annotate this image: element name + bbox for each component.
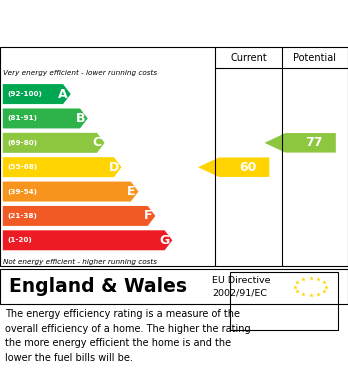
Text: E: E: [127, 185, 136, 198]
Text: C: C: [93, 136, 102, 149]
Text: (55-68): (55-68): [7, 164, 37, 170]
Polygon shape: [3, 230, 172, 250]
Polygon shape: [3, 206, 155, 226]
Text: EU Directive
2002/91/EC: EU Directive 2002/91/EC: [212, 276, 271, 297]
Polygon shape: [198, 158, 269, 177]
Text: (1-20): (1-20): [7, 237, 32, 243]
Text: 77: 77: [305, 136, 323, 149]
Text: (21-38): (21-38): [7, 213, 37, 219]
Text: D: D: [109, 161, 119, 174]
Text: (81-91): (81-91): [7, 115, 37, 122]
Text: (69-80): (69-80): [7, 140, 37, 146]
Text: Not energy efficient - higher running costs: Not energy efficient - higher running co…: [3, 258, 158, 265]
Text: The energy efficiency rating is a measure of the
overall efficiency of a home. T: The energy efficiency rating is a measur…: [5, 309, 251, 362]
Polygon shape: [3, 181, 139, 201]
Polygon shape: [3, 108, 88, 129]
Text: England & Wales: England & Wales: [9, 277, 187, 296]
Polygon shape: [3, 84, 71, 104]
Polygon shape: [3, 157, 121, 177]
Text: G: G: [159, 234, 169, 247]
Text: 60: 60: [239, 161, 256, 174]
Polygon shape: [3, 133, 105, 153]
Polygon shape: [264, 133, 336, 152]
Text: Energy Efficiency Rating: Energy Efficiency Rating: [9, 21, 230, 36]
Text: A: A: [58, 88, 68, 100]
Text: Potential: Potential: [293, 53, 337, 63]
Text: F: F: [144, 210, 152, 222]
Text: (39-54): (39-54): [7, 188, 37, 195]
Text: Current: Current: [230, 53, 267, 63]
Text: Very energy efficient - lower running costs: Very energy efficient - lower running co…: [3, 70, 158, 76]
Text: B: B: [76, 112, 85, 125]
Text: (92-100): (92-100): [7, 91, 42, 97]
